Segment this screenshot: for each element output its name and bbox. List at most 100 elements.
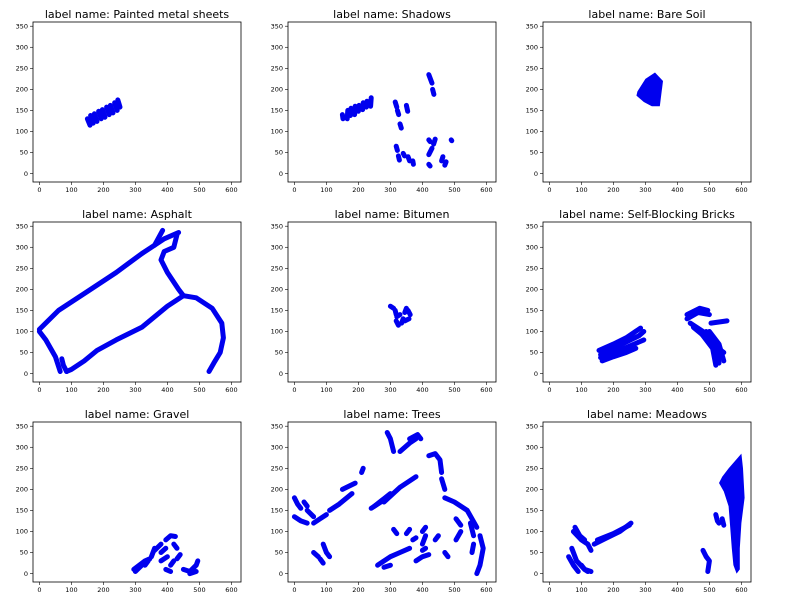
data-stroke [36,227,166,332]
data-stroke [599,345,639,364]
data-stroke [384,430,397,454]
data-stroke [381,562,393,570]
y-tick-label: 0 [24,370,28,378]
x-tick-label: 100 [575,586,587,594]
x-tick-label: 100 [65,386,77,394]
y-tick-label: 100 [271,128,283,136]
x-tick-label: 600 [480,386,492,394]
data-stroke [400,150,407,159]
x-tick-label: 400 [161,386,173,394]
data-stroke [339,112,346,122]
y-tick-label: 100 [526,528,538,536]
data-stroke [107,102,116,116]
data-stroke [320,541,333,560]
data-stroke [317,556,326,566]
data-stroke [413,552,432,564]
data-stroke [596,325,644,353]
y-tick-label: 300 [271,43,283,51]
chart-1: label name: Painted metal sheets 0 100 200 3… [16,8,242,194]
data-stroke [439,476,448,492]
y-tick-label: 0 [279,170,283,178]
y-tick-label: 250 [271,465,283,473]
y-tick-label: 100 [526,328,538,336]
chart-title: label name: Bare Soil [588,8,705,21]
data-stroke [359,465,366,475]
y-tick-label: 50 [20,349,28,357]
data-stroke [158,232,186,299]
y-tick-label: 300 [16,43,28,51]
data-stroke [387,303,397,311]
data-stroke [426,145,435,158]
x-tick-label: 200 [97,586,109,594]
data-stroke [392,307,399,318]
data-stroke [142,558,151,568]
y-tick-label: 200 [271,486,283,494]
data-stroke [132,562,145,574]
data-stroke [572,524,588,543]
plot-frame [287,21,497,183]
y-tick-label: 50 [275,149,283,157]
x-tick-label: 600 [480,586,492,594]
y-tick-label: 100 [271,528,283,536]
x-tick-label: 500 [703,186,715,194]
y-tick-label: 0 [279,370,283,378]
x-tick-label: 300 [129,586,141,594]
x-tick-label: 300 [384,186,396,194]
data-stroke [426,137,433,145]
data-stroke [474,533,486,577]
data-stroke [397,121,404,131]
data-stroke [442,550,451,560]
y-tick-label: 50 [20,549,28,557]
chart-title: label name: Meadows [587,408,707,421]
y-tick-label: 150 [271,507,283,515]
plot-frame [542,21,752,183]
y-tick-label: 200 [16,486,28,494]
data-stroke [405,154,413,164]
x-tick-label: 600 [225,386,237,394]
chart-8: label name: Trees 0 100 200 300 400 500 600 0 50 1… [271,408,497,594]
plot-frame [32,21,242,183]
data-stroke [187,569,199,577]
chart-9: label name: Meadows 0 100 200 300 400 500 600 0 5… [526,408,752,594]
x-tick-label: 300 [129,386,141,394]
data-stroke [311,550,321,560]
y-tick-label: 300 [16,243,28,251]
y-tick-label: 150 [271,107,283,115]
y-tick-label: 200 [526,286,538,294]
data-layer [339,72,455,169]
chart-7: label name: Gravel 0 100 200 300 400 500 600 0 50… [16,408,242,594]
data-stroke [405,307,413,318]
x-tick-label: 500 [448,586,460,594]
x-tick-label: 500 [448,386,460,394]
x-tick-label: 400 [671,186,683,194]
data-stroke [566,554,581,574]
data-stroke [291,495,304,511]
data-stroke [301,499,310,509]
data-layer [566,453,745,574]
data-stroke [684,305,711,318]
data-stroke [64,293,186,374]
chart-2: label name: Shadows 0 100 200 300 400 500 600 0 5… [271,8,497,194]
data-stroke [419,524,429,534]
x-tick-label: 600 [735,386,747,394]
x-tick-label: 300 [639,386,651,394]
x-tick-label: 400 [161,186,173,194]
y-tick-label: 0 [279,570,283,578]
x-tick-label: 0 [37,386,41,394]
y-tick-label: 250 [271,65,283,73]
data-stroke [152,230,182,248]
y-tick-label: 200 [526,86,538,94]
y-tick-label: 0 [534,370,538,378]
data-stroke [391,526,400,537]
data-stroke [432,533,441,543]
data-stroke [158,545,169,555]
data-stroke [703,329,722,366]
y-tick-label: 350 [271,422,283,430]
x-tick-label: 100 [65,186,77,194]
data-stroke [311,512,329,526]
y-tick-label: 150 [526,507,538,515]
x-tick-label: 600 [735,186,747,194]
data-stroke [368,95,374,109]
